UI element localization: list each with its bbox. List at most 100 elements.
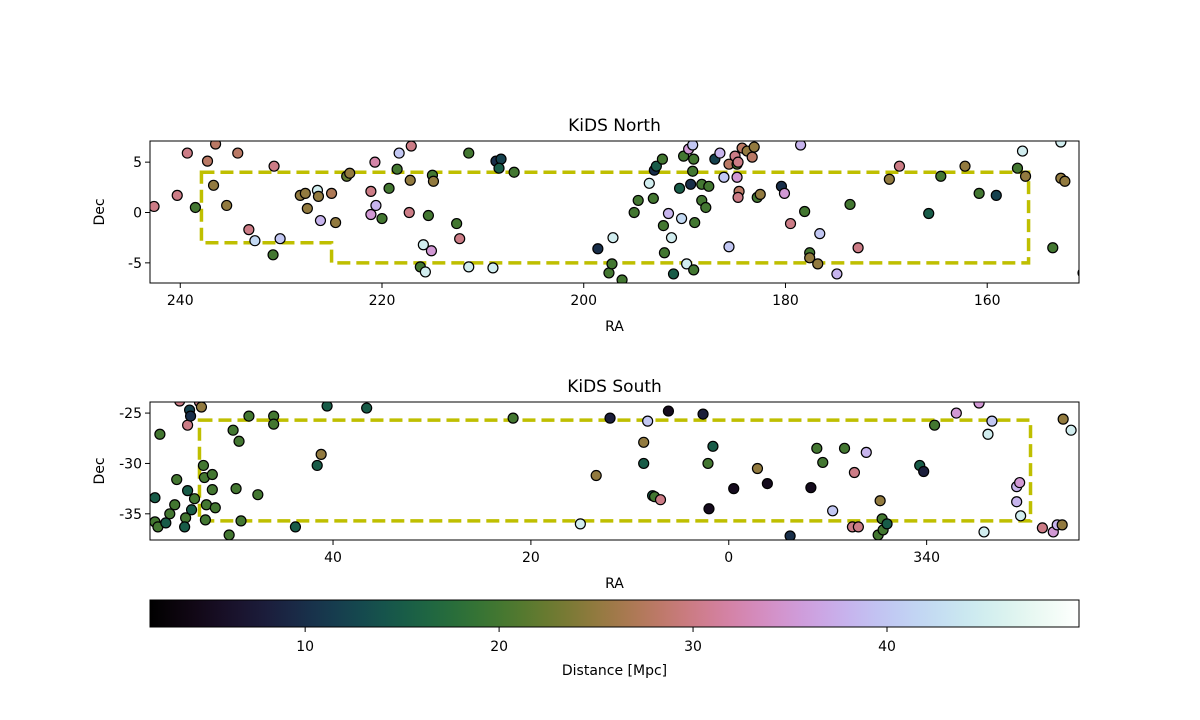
y-tick-label: -35 xyxy=(119,507,142,523)
galaxy-point xyxy=(703,503,715,515)
colorbar-tick-label: 40 xyxy=(878,639,896,655)
galaxy-point xyxy=(1019,170,1032,182)
galaxy-point xyxy=(746,151,758,163)
plot-area xyxy=(150,402,1077,540)
galaxy-point xyxy=(728,483,740,495)
galaxy-point xyxy=(681,258,693,270)
galaxy-point xyxy=(688,264,700,276)
y-tick-label: -5 xyxy=(128,256,142,272)
galaxy-point xyxy=(687,165,699,177)
x-tick-label: 160 xyxy=(974,293,1001,309)
x-tick-label: 200 xyxy=(570,293,597,309)
galaxy-point xyxy=(195,402,208,413)
galaxy-point xyxy=(230,483,242,495)
galaxy-point xyxy=(329,216,342,229)
x-tick-label: 220 xyxy=(369,293,396,309)
galaxy-point xyxy=(391,163,403,175)
galaxy-point xyxy=(454,233,466,245)
galaxy-point xyxy=(784,530,796,540)
galaxy-point xyxy=(667,268,680,280)
galaxy-point xyxy=(1065,424,1077,436)
galaxy-point xyxy=(206,484,218,496)
galaxy-point xyxy=(1016,145,1029,157)
galaxy-point xyxy=(848,466,861,479)
galaxy-point xyxy=(154,428,166,440)
footprint xyxy=(197,418,1033,523)
galaxy-point xyxy=(590,469,602,482)
colorbar xyxy=(149,599,1080,628)
galaxy-point xyxy=(795,141,807,151)
plot-area xyxy=(150,141,1079,283)
galaxy-point xyxy=(799,205,811,218)
galaxy-point xyxy=(697,408,709,420)
galaxy-point xyxy=(174,402,186,407)
galaxy-point xyxy=(658,247,671,259)
galaxy-point xyxy=(731,171,743,183)
x-axis-label: RA xyxy=(605,576,624,592)
y-axis-label: Dec xyxy=(92,198,108,225)
galaxy-point xyxy=(673,182,686,194)
galaxy-point xyxy=(918,465,930,478)
galaxy-point xyxy=(1077,269,1079,277)
y-tick-label: -25 xyxy=(119,406,142,422)
galaxy-point xyxy=(495,153,507,165)
galaxy-point xyxy=(748,141,760,153)
y-tick-label: -30 xyxy=(119,456,142,472)
galaxy-point xyxy=(171,189,183,201)
galaxy-point xyxy=(604,412,616,424)
galaxy-point xyxy=(223,529,235,540)
galaxy-point xyxy=(404,174,416,186)
axes-frame xyxy=(149,140,1080,284)
galaxy-point xyxy=(403,206,415,219)
galaxy-point xyxy=(700,201,712,214)
galaxy-point xyxy=(419,266,431,278)
galaxy-point xyxy=(817,456,829,469)
galaxy-point xyxy=(805,482,817,494)
galaxy-point xyxy=(179,521,191,533)
panel-title: KiDS South xyxy=(567,377,662,397)
galaxy-point xyxy=(207,179,220,191)
galaxy-point xyxy=(1057,413,1069,425)
galaxy-point xyxy=(267,249,279,261)
galaxy-point xyxy=(1015,510,1027,522)
galaxy-point xyxy=(592,243,604,255)
galaxy-point xyxy=(1059,175,1071,187)
x-tick-label: 40 xyxy=(324,550,342,566)
galaxy-point xyxy=(656,153,669,165)
galaxy-point xyxy=(638,457,650,470)
galaxy-point xyxy=(778,187,791,199)
galaxy-point xyxy=(268,418,280,430)
galaxy-point xyxy=(1014,476,1026,489)
x-axis-label: RA xyxy=(605,319,624,335)
y-axis-label: Dec xyxy=(92,457,108,484)
galaxy-point xyxy=(164,508,176,520)
galaxy-point xyxy=(935,170,947,182)
galaxy-point xyxy=(959,160,971,172)
galaxy-point xyxy=(754,188,766,200)
galaxy-point xyxy=(344,167,356,179)
galaxy-point xyxy=(197,459,210,472)
galaxy-point xyxy=(874,495,886,507)
x-tick-label: 240 xyxy=(167,293,194,309)
galaxy-point xyxy=(923,207,935,220)
galaxy-point xyxy=(657,219,670,232)
galaxy-point xyxy=(1011,496,1023,508)
galaxy-point xyxy=(606,258,618,270)
y-tick-label: 5 xyxy=(133,155,142,171)
galaxy-point xyxy=(188,493,201,505)
galaxy-point xyxy=(628,206,640,219)
galaxy-point xyxy=(662,405,675,417)
galaxy-point xyxy=(811,442,823,454)
galaxy-point xyxy=(181,485,194,497)
galaxy-point xyxy=(361,402,373,414)
galaxy-point xyxy=(268,160,280,172)
galaxy-point xyxy=(370,199,382,212)
galaxy-point xyxy=(252,489,264,501)
galaxy-point xyxy=(405,141,417,152)
galaxy-point xyxy=(638,436,650,448)
galaxy-point xyxy=(232,147,244,159)
galaxy-point xyxy=(642,415,654,427)
galaxy-point xyxy=(507,412,519,424)
galaxy-point xyxy=(185,504,198,516)
